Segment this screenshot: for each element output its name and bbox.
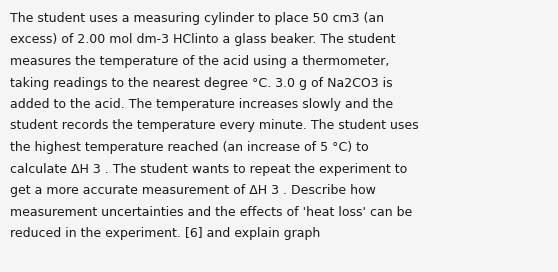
Text: the highest temperature reached (an increase of 5 °C) to: the highest temperature reached (an incr…: [10, 141, 369, 154]
Text: excess) of 2.00 mol dm-3 HClinto a glass beaker. The student: excess) of 2.00 mol dm-3 HClinto a glass…: [10, 33, 396, 47]
Text: taking readings to the nearest degree °C. 3.0 g of Na2CO3 is: taking readings to the nearest degree °C…: [10, 76, 393, 89]
Text: student records the temperature every minute. The student uses: student records the temperature every mi…: [10, 119, 418, 132]
Text: measurement uncertainties and the effects of 'heat loss' can be: measurement uncertainties and the effect…: [10, 206, 412, 218]
Text: The student uses a measuring cylinder to place 50 cm3 (an: The student uses a measuring cylinder to…: [10, 12, 384, 25]
Text: added to the acid. The temperature increases slowly and the: added to the acid. The temperature incre…: [10, 98, 393, 111]
Text: measures the temperature of the acid using a thermometer,: measures the temperature of the acid usi…: [10, 55, 389, 68]
Text: reduced in the experiment. [6] and explain graph: reduced in the experiment. [6] and expla…: [10, 227, 320, 240]
Text: calculate ΔH 3 . The student wants to repeat the experiment to: calculate ΔH 3 . The student wants to re…: [10, 162, 407, 175]
Text: get a more accurate measurement of ΔH 3 . Describe how: get a more accurate measurement of ΔH 3 …: [10, 184, 376, 197]
